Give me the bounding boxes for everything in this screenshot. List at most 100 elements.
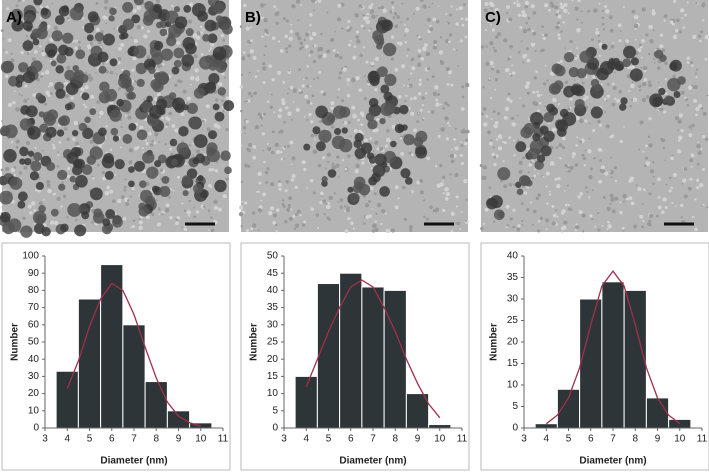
noise <box>655 214 659 218</box>
noise <box>312 191 316 195</box>
noise <box>585 95 589 99</box>
noise <box>642 188 646 191</box>
y-tick-label: 40 <box>28 354 40 365</box>
noise <box>45 90 50 95</box>
y-tick-label: 10 <box>28 405 40 416</box>
nanoparticle <box>173 6 181 13</box>
noise <box>75 141 79 146</box>
noise <box>250 94 253 98</box>
noise <box>695 113 698 117</box>
noise <box>247 40 251 44</box>
nanoparticle <box>540 145 552 157</box>
nanoparticle <box>223 100 235 112</box>
noise <box>680 129 684 133</box>
noise <box>624 44 627 47</box>
noise <box>641 39 645 43</box>
nanoparticle <box>55 88 66 99</box>
noise <box>209 47 213 50</box>
noise <box>460 17 464 21</box>
nanoparticle <box>383 91 393 101</box>
noise <box>595 30 600 35</box>
noise <box>114 173 117 176</box>
noise <box>380 5 385 10</box>
nanoparticle <box>134 160 145 172</box>
noise <box>270 93 273 96</box>
noise <box>47 85 51 88</box>
nanoparticle <box>128 123 137 131</box>
nanoparticle <box>153 40 164 51</box>
noise <box>460 210 463 213</box>
noise <box>247 54 251 58</box>
noise <box>545 228 548 231</box>
noise <box>141 26 145 30</box>
nanoparticle <box>17 191 28 202</box>
noise <box>539 216 544 220</box>
noise <box>378 7 381 10</box>
noise <box>181 202 184 205</box>
noise <box>290 118 293 121</box>
nanoparticle <box>122 134 133 144</box>
nanoparticle <box>61 5 69 13</box>
noise <box>186 96 191 101</box>
noise <box>337 88 341 91</box>
nanoparticle <box>579 50 592 63</box>
nanoparticle <box>29 171 40 181</box>
noise <box>335 163 340 168</box>
noise <box>43 102 48 106</box>
nanoparticle <box>372 30 384 42</box>
noise <box>444 196 449 201</box>
noise <box>608 15 613 20</box>
noise <box>164 143 167 146</box>
noise <box>535 196 540 201</box>
nanoparticle <box>94 32 105 42</box>
noise <box>70 96 74 100</box>
noise <box>532 209 537 214</box>
nanoparticle <box>58 44 69 56</box>
nanoparticle <box>192 183 204 194</box>
noise <box>322 53 327 59</box>
noise <box>5 50 9 54</box>
noise <box>419 108 423 112</box>
noise <box>266 167 270 171</box>
noise <box>389 10 393 14</box>
noise <box>544 64 547 67</box>
noise <box>516 114 519 117</box>
nanoparticle <box>486 197 498 210</box>
noise <box>240 225 243 228</box>
noise <box>83 103 86 107</box>
noise <box>58 141 62 144</box>
noise <box>621 226 625 230</box>
noise <box>5 74 9 78</box>
noise <box>612 86 617 90</box>
noise <box>25 84 28 88</box>
noise <box>638 43 642 47</box>
noise <box>404 34 407 37</box>
nanoparticle <box>327 169 337 178</box>
noise <box>574 6 579 11</box>
nanoparticle <box>159 28 168 37</box>
noise <box>483 8 488 13</box>
noise <box>290 23 293 26</box>
noise <box>580 10 583 13</box>
noise <box>61 181 64 184</box>
noise <box>416 180 421 185</box>
noise <box>390 228 396 233</box>
noise <box>161 117 164 120</box>
nanoparticle <box>171 66 180 75</box>
nanoparticle <box>15 74 25 84</box>
noise <box>414 155 417 158</box>
noise <box>618 89 622 94</box>
noise <box>606 82 610 86</box>
nanoparticle <box>75 174 88 188</box>
noise <box>404 28 409 33</box>
noise <box>416 62 422 67</box>
micrograph <box>238 0 470 234</box>
noise <box>516 0 519 3</box>
noise <box>640 56 643 59</box>
nanoparticle <box>360 142 373 154</box>
noise <box>504 106 510 112</box>
noise <box>538 101 542 105</box>
nanoparticle <box>380 84 390 94</box>
noise <box>68 19 70 22</box>
x-tick-label: 6 <box>348 434 354 445</box>
